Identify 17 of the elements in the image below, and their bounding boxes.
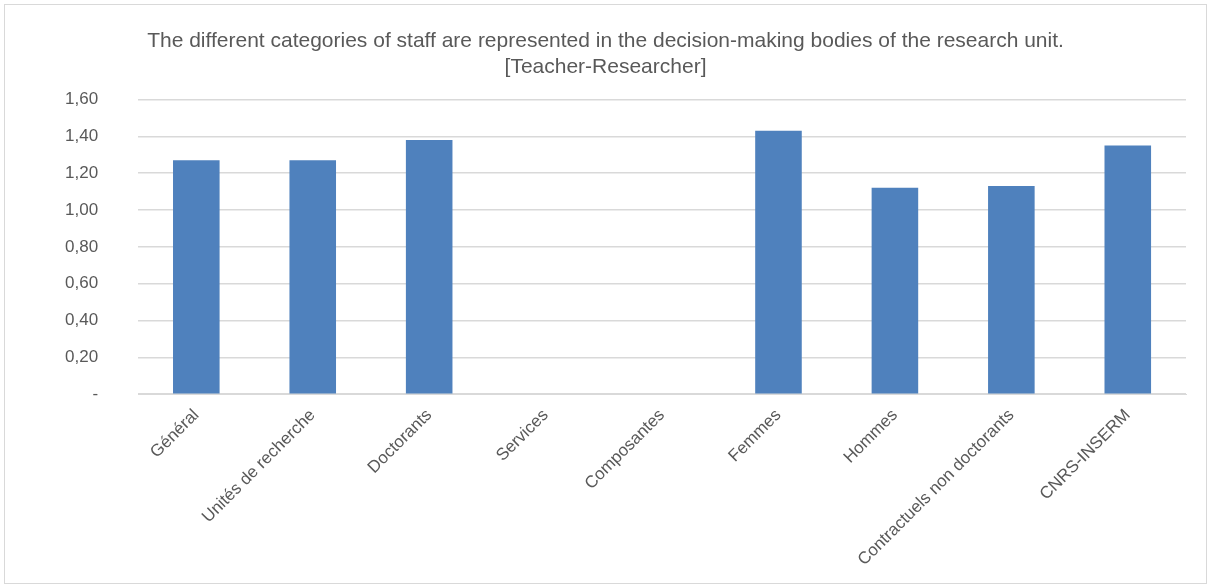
chart-title: The different categories of staff are represented in the decision-making bodies of the research unit. [Teacher-Researcher]: [147, 28, 1064, 77]
y-tick-label: 0,40: [64, 310, 99, 330]
bar: [988, 186, 1035, 394]
y-tick-label: 1,20: [64, 162, 99, 182]
bar: [173, 160, 220, 394]
y-tick-label: 0,80: [64, 236, 99, 256]
y-tick-label: -: [92, 383, 99, 403]
bar: [871, 187, 919, 394]
y-tick-label: 0,60: [64, 273, 99, 293]
bar: [755, 130, 802, 394]
bar: [289, 160, 337, 394]
bar: [405, 139, 453, 394]
y-tick-label: 1,60: [64, 89, 99, 109]
y-tick-label: 0,20: [64, 347, 99, 367]
y-tick-label: 1,00: [64, 199, 99, 219]
bar: [1104, 145, 1152, 394]
y-tick-label: 1,40: [64, 125, 99, 145]
